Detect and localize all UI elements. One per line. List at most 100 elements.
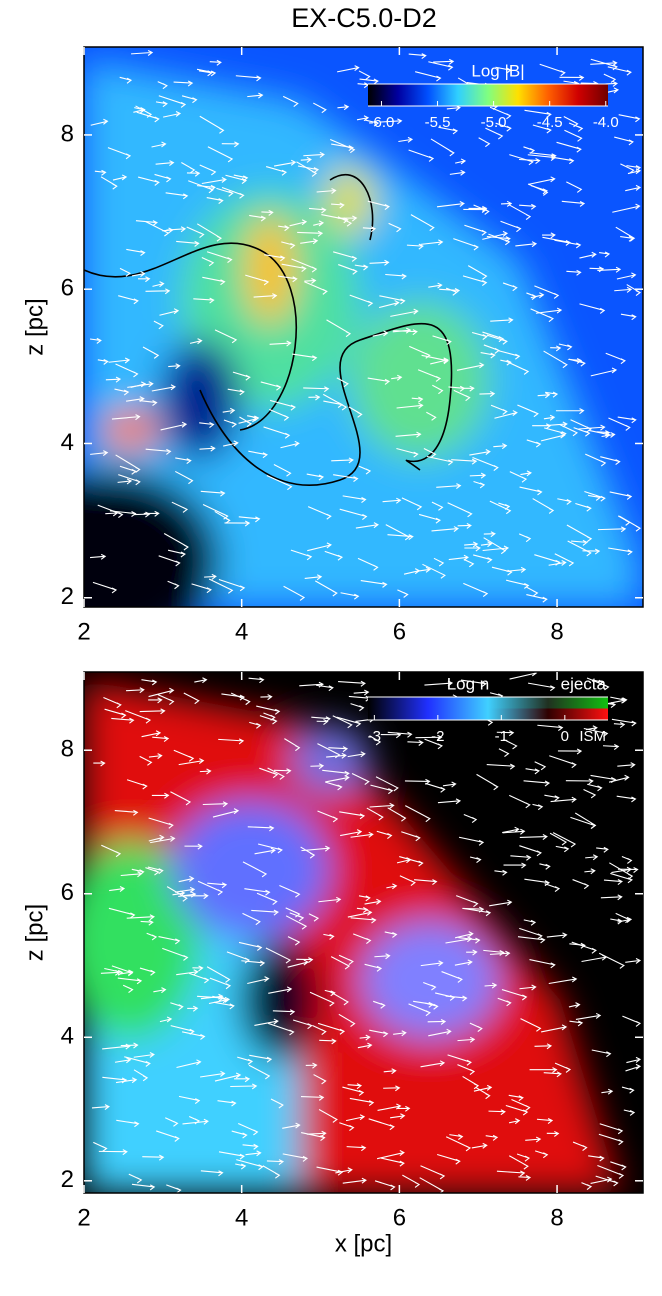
colorbar	[368, 697, 608, 709]
arrow	[497, 997, 512, 1007]
arrow	[178, 875, 195, 883]
arrow	[160, 421, 188, 431]
arrow	[437, 1153, 461, 1165]
arrow	[601, 431, 616, 438]
arrow	[166, 1184, 182, 1194]
arrow	[141, 679, 158, 686]
arrow	[608, 774, 630, 783]
arrow	[89, 337, 102, 344]
arrow	[489, 899, 513, 907]
arrow	[534, 761, 547, 771]
arrow	[212, 808, 240, 818]
arrow	[265, 166, 288, 176]
arrow	[202, 276, 226, 286]
arrow	[457, 522, 472, 529]
x-tick-label: 2	[77, 1204, 90, 1231]
arrow	[436, 201, 465, 208]
arrow	[186, 226, 205, 238]
arrow	[151, 792, 170, 799]
arrow	[206, 197, 224, 205]
arrow	[139, 708, 166, 715]
arrow	[471, 331, 488, 340]
colorbar-tick-label: -6.0	[369, 114, 395, 131]
colorbar-label: Log |B|	[471, 61, 524, 80]
arrow	[603, 73, 617, 83]
arrow	[356, 115, 370, 122]
arrow	[304, 574, 323, 581]
arrow	[599, 1123, 624, 1135]
arrow	[622, 1015, 642, 1027]
arrow	[549, 832, 568, 846]
arrow	[104, 708, 127, 719]
arrow	[163, 110, 182, 118]
arrow	[463, 385, 475, 392]
arrow	[612, 203, 641, 213]
arrow	[407, 740, 424, 746]
arrow	[494, 869, 508, 876]
arrow	[423, 981, 437, 991]
arrow	[167, 580, 180, 590]
arrow	[139, 400, 158, 406]
arrow	[397, 589, 409, 598]
arrow	[498, 502, 511, 510]
arrow	[571, 539, 588, 546]
arrow	[369, 1029, 389, 1038]
arrow	[491, 566, 513, 576]
arrow	[618, 114, 641, 123]
arrow	[264, 254, 286, 262]
arrow	[175, 470, 194, 485]
arrow	[519, 486, 543, 496]
arrow	[460, 679, 487, 688]
density-image	[84, 672, 643, 1193]
arrow	[555, 845, 570, 853]
colorbar-tick-label: -4.5	[537, 114, 563, 131]
arrow	[325, 781, 343, 791]
arrow	[398, 136, 414, 143]
arrow	[579, 251, 597, 259]
arrow	[457, 1064, 476, 1075]
arrow	[202, 801, 229, 808]
arrow	[401, 831, 421, 842]
arrow	[199, 422, 215, 428]
colorbar-tick-label: -4.0	[593, 114, 619, 131]
arrow	[119, 465, 137, 475]
arrow	[191, 583, 212, 594]
arrow	[555, 408, 585, 415]
arrow	[410, 214, 435, 231]
arrow	[245, 1150, 262, 1157]
arrow	[309, 991, 335, 1007]
arrow	[357, 1042, 373, 1049]
arrow	[415, 71, 442, 82]
arrow	[565, 778, 594, 785]
arrow	[420, 1165, 446, 1180]
colorbar	[368, 84, 608, 106]
arrow	[188, 180, 214, 194]
arrow	[326, 752, 347, 759]
arrow	[447, 502, 473, 518]
arrow	[488, 233, 511, 246]
arrow	[516, 1153, 531, 1162]
arrow	[148, 817, 174, 829]
arrow	[425, 782, 446, 793]
arrow	[405, 805, 431, 823]
arrow	[251, 909, 279, 916]
arrow	[530, 292, 545, 299]
arrow	[114, 809, 139, 816]
arrow	[360, 579, 388, 588]
arrow	[115, 363, 139, 378]
arrow	[125, 710, 152, 724]
arrow	[139, 755, 153, 766]
arrow	[386, 883, 398, 890]
arrow	[300, 846, 316, 859]
arrow	[608, 547, 633, 556]
arrow	[197, 880, 224, 896]
arrow	[543, 350, 568, 369]
arrow	[231, 1130, 248, 1139]
arrow	[364, 119, 380, 127]
arrow	[456, 362, 485, 371]
arrow	[500, 200, 513, 207]
arrow	[196, 223, 223, 242]
arrow	[557, 748, 583, 755]
arrow	[184, 843, 203, 850]
arrow	[206, 966, 231, 983]
